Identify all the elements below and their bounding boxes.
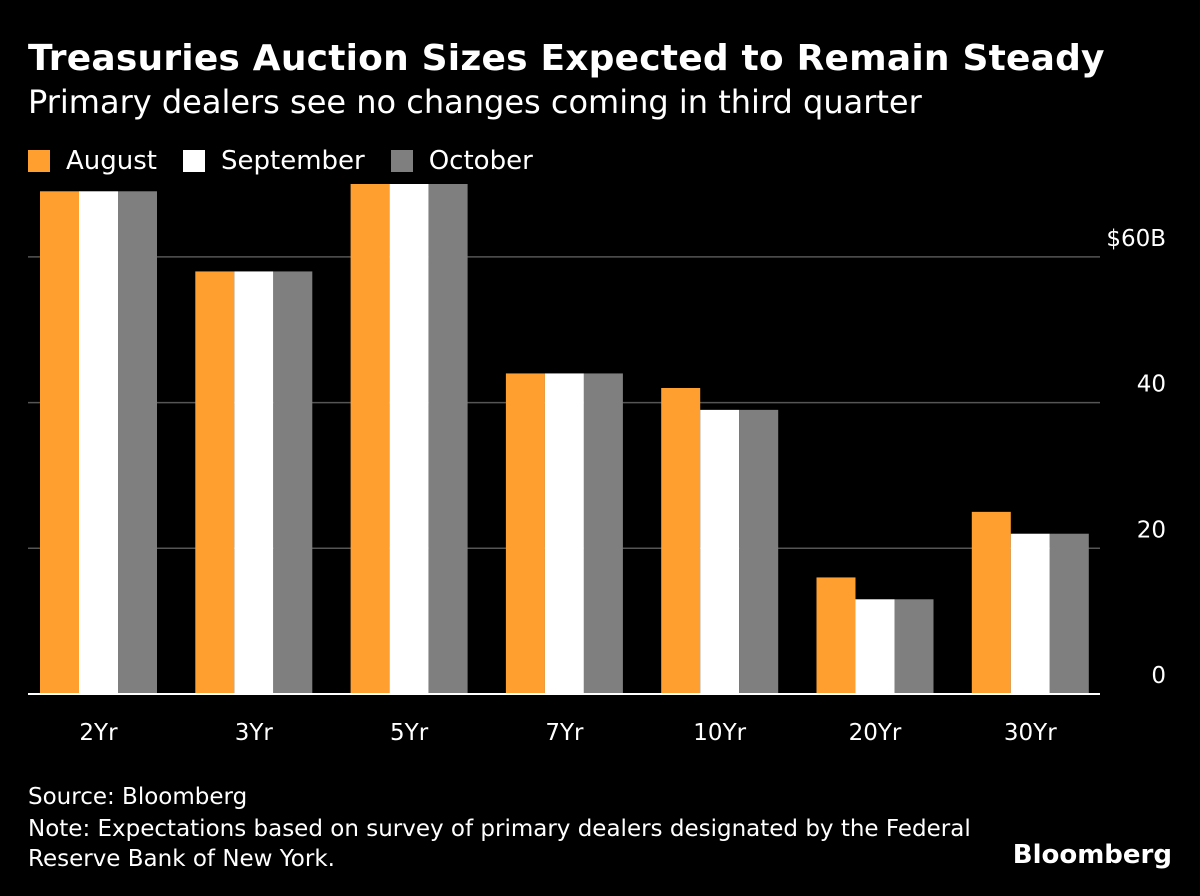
bar-20yr-september — [855, 599, 895, 694]
y-tick-label-20: 20 — [1137, 517, 1166, 543]
bloomberg-logo: Bloomberg — [1012, 840, 1172, 870]
legend-label-august: August — [66, 146, 157, 176]
legend: August September October — [28, 146, 559, 176]
bar-2yr-september — [79, 191, 118, 695]
legend-swatch-september — [183, 150, 205, 172]
x-tick-label-10yr: 10Yr — [693, 720, 746, 746]
y-tick-label-40: 40 — [1137, 372, 1166, 398]
legend-swatch-august — [28, 150, 50, 172]
bar-30yr-september — [1010, 533, 1050, 694]
bar-10yr-september — [700, 409, 740, 694]
bar-30yr-august — [971, 511, 1011, 694]
bar-3yr-september — [234, 271, 274, 694]
bar-30yr-october — [1049, 533, 1089, 694]
source-note: Source: Bloomberg — [28, 784, 248, 810]
bar-7yr-september — [544, 373, 584, 694]
bar-7yr-october — [583, 373, 623, 694]
legend-label-october: October — [428, 146, 533, 176]
x-tick-label-5yr: 5Yr — [390, 720, 429, 746]
x-tick-label-30yr: 30Yr — [1004, 720, 1057, 746]
legend-item-september: September — [183, 146, 365, 176]
x-tick-label-2yr: 2Yr — [79, 720, 118, 746]
footnote: Note: Expectations based on survey of pr… — [28, 816, 971, 872]
chart-subtitle: Primary dealers see no changes coming in… — [28, 83, 922, 121]
bar-2yr-august — [40, 191, 79, 695]
bar-10yr-october — [739, 409, 779, 694]
bar-7yr-august — [505, 373, 545, 694]
bar-5yr-august — [350, 184, 390, 694]
x-tick-label-20yr: 20Yr — [849, 720, 902, 746]
legend-label-september: September — [221, 146, 365, 176]
bar-5yr-september — [389, 184, 429, 694]
bar-20yr-august — [816, 577, 856, 694]
bar-2yr-october — [118, 191, 157, 695]
bar-20yr-october — [894, 599, 934, 694]
x-tick-label-3yr: 3Yr — [235, 720, 274, 746]
legend-item-august: August — [28, 146, 157, 176]
legend-item-october: October — [390, 146, 533, 176]
bar-5yr-october — [428, 184, 468, 694]
y-tick-label-60: $60B — [1106, 226, 1166, 252]
bar-3yr-august — [195, 271, 235, 694]
y-tick-label-0: 0 — [1151, 663, 1166, 689]
bar-3yr-october — [273, 271, 313, 694]
chart-title: Treasuries Auction Sizes Expected to Rem… — [28, 38, 1105, 79]
legend-swatch-october — [390, 150, 413, 172]
bar-10yr-august — [661, 388, 701, 694]
x-tick-label-7yr: 7Yr — [545, 720, 584, 746]
